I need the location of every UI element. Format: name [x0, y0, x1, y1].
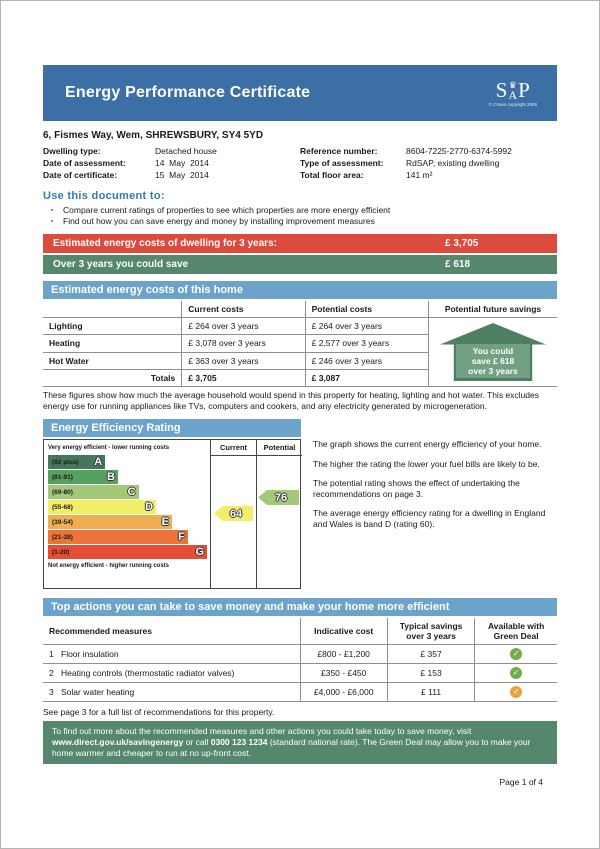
- epc-band-c: (69-80) C: [48, 485, 207, 500]
- sap-letter-s: S: [495, 77, 508, 102]
- detail-assessment-type: Type of assessment: RdSAP, existing dwel…: [300, 158, 500, 168]
- current-rating-arrow: 64: [214, 506, 253, 521]
- costs-header-future: Potential future savings: [427, 301, 557, 318]
- section-top-actions: Top actions you can take to save money a…: [43, 598, 557, 616]
- actions-header-cost: Indicative cost: [299, 618, 388, 645]
- epc-bands-area: Very energy efficient - lower running co…: [44, 440, 210, 570]
- use-document-section: Use this document to: ▪ Compare current …: [43, 190, 557, 227]
- current-column: Current: [210, 440, 256, 588]
- savings-house-text: You could save £ 618 over 3 years: [455, 344, 530, 378]
- rating-note-2: The higher the rating the lower your fue…: [313, 458, 540, 469]
- costs-header-potential: Potential costs: [304, 301, 429, 318]
- table-row-totals: Totals £ 3,705 £ 3,087: [43, 368, 557, 388]
- detail-assessment-date: Date of assessment: 14 May 2014: [43, 158, 209, 168]
- use-document-heading: Use this document to:: [43, 190, 165, 202]
- page-title: Energy Performance Certificate: [65, 84, 311, 101]
- cost-banner-1-value: £ 618: [445, 259, 471, 270]
- actions-header-green-deal: Available with Green Deal: [474, 618, 557, 645]
- detail-dwelling-type: Dwelling type: Detached house: [43, 146, 217, 156]
- cost-summary: Estimated energy costs of dwelling for 3…: [43, 234, 557, 274]
- costs-explanation-note: These figures show how much the average …: [43, 390, 539, 411]
- use-document-bullet-1: ▪ Compare current ratings of properties …: [43, 205, 557, 216]
- epc-band-e: (39-54) E: [48, 515, 207, 530]
- costs-header-current: Current costs: [181, 301, 306, 318]
- cost-banner-0-value: £ 3,705: [445, 238, 479, 249]
- detail-reference-number: Reference number: 8604-7225-2770-6374-59…: [300, 146, 512, 156]
- epc-band-a: (92 plus) A: [48, 455, 207, 470]
- potential-savings-house-cell: You could save £ 618 over 3 years: [427, 317, 557, 387]
- rating-note-3: The potential rating shows the effect of…: [313, 478, 520, 499]
- table-row-solar-water-heating: 3 Solar water heating £4,000 - £6,000 £ 1…: [43, 682, 557, 702]
- energy-efficiency-section: Very energy efficient - lower running co…: [43, 439, 557, 589]
- epc-band-b: (81-91) B: [48, 470, 207, 485]
- green-deal-check-icon: ✓: [510, 648, 523, 660]
- cost-banner-1: Over 3 years you could save £ 618: [43, 255, 557, 274]
- epc-band-f: (21-38) F: [48, 530, 207, 545]
- table-row-lighting: Lighting £ 264 over 3 years £ 264 over 3…: [43, 316, 557, 387]
- detail-floor-area: Total floor area: 141 m²: [300, 170, 433, 180]
- header-banner: Energy Performance Certificate S ♛ A P ©…: [43, 65, 557, 121]
- chart-bottom-label: Not energy efficient - higher running co…: [48, 563, 170, 569]
- bullet-icon: ▪: [50, 207, 54, 214]
- rating-note-4: The average energy efficiency rating for…: [313, 508, 546, 529]
- property-address: 6, Fismes Way, Wem, SHREWSBURY, SY4 5YD: [43, 130, 264, 141]
- costs-header-blank: [43, 301, 183, 318]
- table-row-heating-controls: 2 Heating controls (thermostatic radiator…: [43, 663, 557, 683]
- epc-band-d: (55-68) D: [48, 500, 207, 515]
- rating-note-1: The graph shows the current energy effic…: [313, 439, 542, 449]
- savings-house-icon: You could save £ 618 over 3 years: [439, 323, 546, 381]
- green-deal-info-box: To find out more about the recommended m…: [43, 721, 557, 764]
- section-estimated-costs: Estimated energy costs of this home: [43, 281, 557, 299]
- actions-header-measures: Recommended measures: [43, 618, 301, 645]
- crown-icon: ♛: [508, 79, 517, 90]
- property-details: Dwelling type: Detached house Date of as…: [43, 145, 557, 181]
- estimated-costs-table: Current costs Potential costs Potential …: [43, 301, 557, 388]
- potential-column: Potential: [256, 440, 302, 588]
- epc-rating-chart: Very energy efficient - lower running co…: [43, 439, 302, 589]
- potential-rating-arrow: 76: [258, 490, 299, 505]
- green-deal-check-icon: ✓: [510, 667, 523, 679]
- chart-top-label: Very energy efficient - lower running co…: [48, 445, 170, 451]
- section-energy-efficiency-rating: Energy Efficiency Rating: [43, 419, 301, 437]
- bullet-icon: ▪: [50, 218, 54, 225]
- epc-band-g: (1-20) G: [48, 545, 207, 560]
- sap-letter-a: A: [508, 87, 518, 102]
- use-document-bullet-2: ▪ Find out how you can save energy and m…: [43, 216, 557, 227]
- table-row-floor-insulation: 1 Floor insulation £800 - £1,200 £ 357 ✓: [43, 644, 557, 664]
- see-page-note: See page 3 for a full list of recommenda…: [43, 707, 275, 717]
- sap-letters: S ♛ A P: [495, 77, 530, 102]
- actions-header-savings: Typical savings over 3 years: [386, 618, 476, 645]
- green-deal-info-text: To find out more about the recommended m…: [52, 726, 531, 758]
- page-number: Page 1 of 4: [499, 777, 543, 787]
- table-row-heating: Heating £ 3,078 over 3 years £ 2,577 ove…: [43, 334, 557, 353]
- top-actions-table: Recommended measures Indicative cost Typ…: [43, 618, 557, 702]
- sap-logo: S ♛ A P © Crown copyright 2009: [488, 77, 543, 107]
- green-deal-check-orange-icon: ✓: [510, 686, 523, 698]
- sap-letter-p: P: [518, 77, 530, 102]
- rating-explanation: The graph shows the current energy effic…: [301, 439, 557, 589]
- cost-banner-0: Estimated energy costs of dwelling for 3…: [43, 234, 557, 253]
- crown-copyright: © Crown copyright 2009: [488, 101, 537, 107]
- epc-bands: (92 plus) A (81-91) B (69-80) C (55-68) D (39-54…: [48, 455, 207, 560]
- detail-certificate-date: Date of certificate: 15 May 2014: [43, 170, 209, 180]
